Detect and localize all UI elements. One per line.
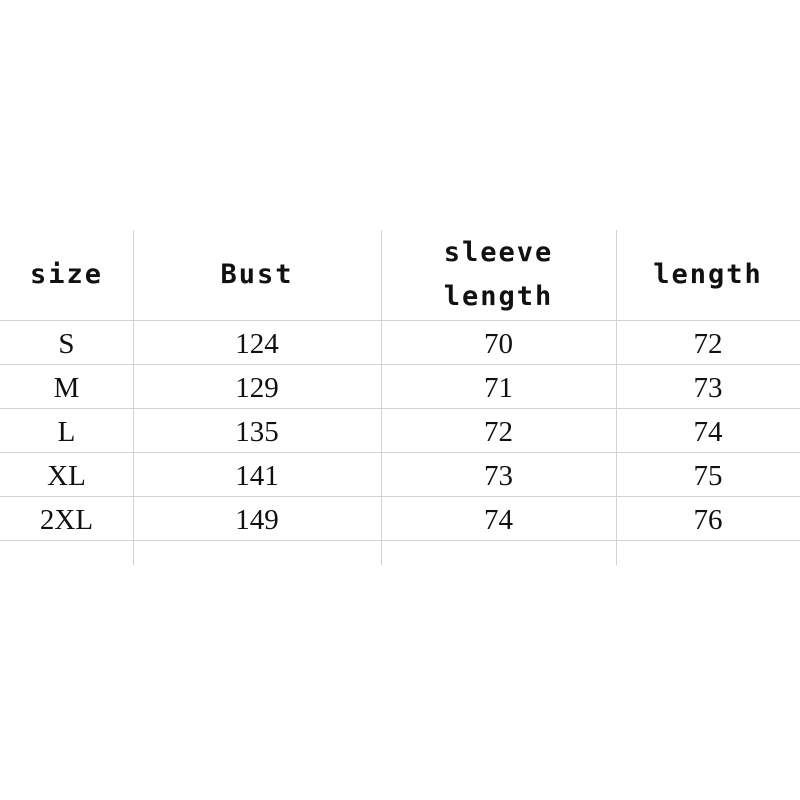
row-divider: [0, 540, 800, 541]
row-divider: [0, 496, 800, 497]
header-text: Bust: [220, 259, 294, 290]
table-cell: M: [53, 371, 80, 404]
header-cell: size: [0, 230, 133, 320]
row-divider: [0, 364, 800, 365]
table-cell: 124: [235, 327, 279, 360]
table-cell: 72: [693, 327, 723, 360]
header-text: length: [653, 259, 763, 290]
table-cell: 73: [484, 459, 513, 492]
header-text: sleeve: [443, 237, 554, 268]
header-text: length: [443, 281, 554, 312]
table-cell: 129: [235, 371, 279, 404]
table-cell: XL: [47, 459, 86, 492]
column-divider: [133, 230, 134, 565]
table-cell: L: [57, 415, 76, 448]
header-cell: Bust: [133, 230, 381, 320]
table-cell: 75: [693, 459, 723, 492]
row-divider: [0, 452, 800, 453]
header-text: size: [29, 259, 104, 290]
table-cell: 73: [693, 371, 723, 404]
table-cell: 2XL: [39, 503, 94, 536]
column-divider: [381, 230, 382, 565]
table-cell: 74: [693, 415, 723, 448]
table-cell: 72: [484, 415, 513, 448]
table-cell: 135: [235, 415, 279, 448]
header-cell: length: [616, 230, 800, 320]
row-divider: [0, 408, 800, 409]
table-cell: 70: [484, 327, 513, 360]
header-cell: sleeve length: [381, 230, 616, 320]
table-cell: S: [58, 327, 75, 360]
table-cell: 71: [484, 371, 513, 404]
column-divider: [616, 230, 617, 565]
table-cell: 76: [693, 503, 723, 536]
table-cell: 74: [484, 503, 513, 536]
row-divider: [0, 320, 800, 321]
table-cell: 149: [235, 503, 279, 536]
table-cell: 141: [235, 459, 279, 492]
